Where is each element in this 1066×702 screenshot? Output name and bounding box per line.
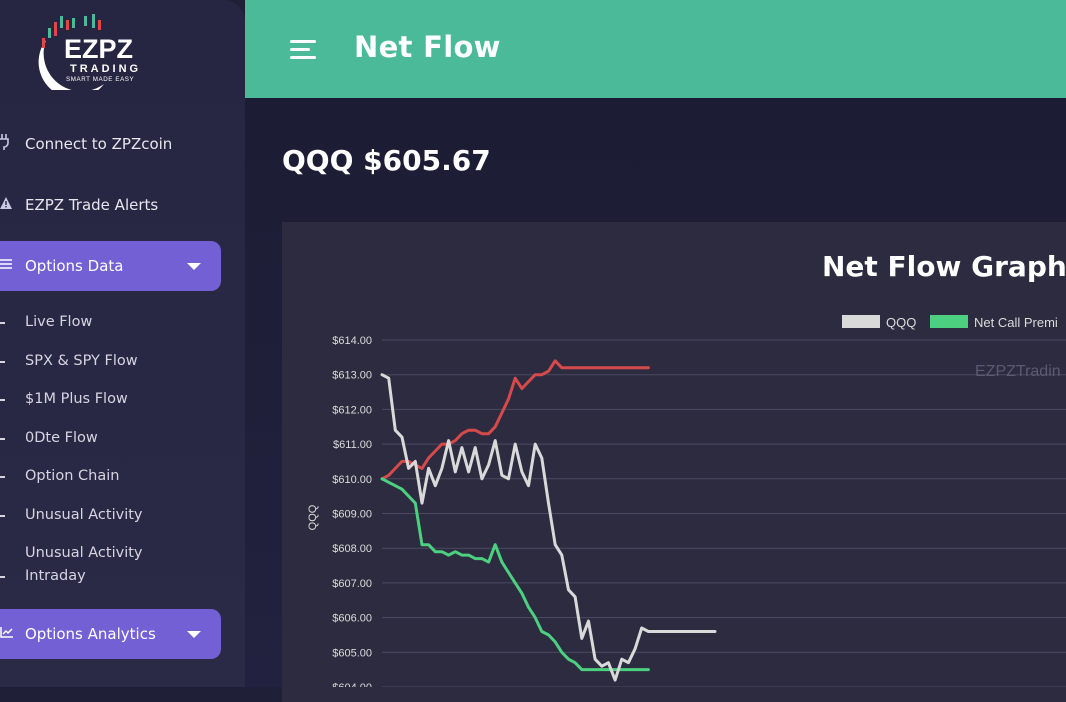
y-tick-label: $613.00 bbox=[332, 370, 372, 382]
y-tick-label: $605.00 bbox=[332, 647, 372, 659]
sidebar-item-connect-zpzcoin[interactable]: Connect to ZPZcoin bbox=[0, 119, 221, 169]
legend-label-net-call: Net Call Premi bbox=[974, 315, 1058, 330]
legend-swatch-qqq bbox=[842, 315, 880, 328]
sidebar-item-label: Connect to ZPZcoin bbox=[25, 135, 173, 153]
series-line-net-call bbox=[380, 477, 650, 672]
plug-icon bbox=[0, 134, 25, 154]
y-tick-label: $611.00 bbox=[333, 439, 372, 451]
chart-watermark: EZPZTradin bbox=[975, 363, 1061, 380]
ezpz-logo[interactable]: EZPZ TRADING SMART MADE EASY bbox=[34, 10, 164, 90]
logo-subtext: TRADING bbox=[70, 63, 141, 75]
net-flow-chart[interactable]: $614.00 $613.00 $612.00 $611.00 $610.00 $609.… bbox=[282, 222, 1066, 687]
series-line-red bbox=[380, 359, 650, 481]
sidebar-item-options-data[interactable]: Options Data bbox=[0, 241, 221, 291]
sidebar-item-trade-alerts[interactable]: EZPZ Trade Alerts bbox=[0, 180, 221, 230]
sidebar-item-label: EZPZ Trade Alerts bbox=[25, 196, 159, 214]
y-tick-label: $612.00 bbox=[332, 404, 372, 416]
sub-item-unusual-activity-intraday[interactable]: Unusual Activity Intraday bbox=[0, 545, 143, 584]
list-icon bbox=[0, 258, 25, 274]
top-header: Net Flow bbox=[245, 0, 1066, 98]
y-tick-label: $606.00 bbox=[332, 613, 372, 625]
chevron-down-icon bbox=[187, 263, 201, 270]
warning-icon bbox=[0, 196, 25, 214]
logo-tagline: SMART MADE EASY bbox=[66, 76, 134, 83]
sidebar-item-label: Options Data bbox=[25, 257, 124, 275]
sidebar-item-label: Options Analytics bbox=[25, 625, 156, 643]
y-tick-label: $609.00 bbox=[332, 509, 372, 521]
legend-swatch-net-call bbox=[930, 315, 968, 328]
sidebar: EZPZ TRADING SMART MADE EASY Connect to … bbox=[0, 0, 245, 687]
y-tick-label: $614.00 bbox=[332, 335, 372, 347]
legend-label-qqq: QQQ bbox=[886, 315, 916, 330]
page-title: Net Flow bbox=[354, 30, 501, 64]
y-tick-label: $610.00 bbox=[332, 474, 372, 486]
logo-text: EZPZ bbox=[64, 34, 133, 64]
chart-line-icon bbox=[0, 626, 25, 642]
hamburger-menu-icon[interactable] bbox=[290, 40, 318, 64]
series-line-qqq bbox=[380, 373, 717, 682]
y-tick-label: $607.00 bbox=[332, 578, 372, 590]
main-content: QQQ $605.67 Net Flow Graph $614.00 $613.0… bbox=[245, 98, 1066, 702]
y-axis-label: QQQ bbox=[307, 504, 319, 530]
ticker-price: QQQ $605.67 bbox=[282, 144, 491, 177]
y-tick-label: $608.00 bbox=[332, 543, 372, 555]
chevron-down-icon bbox=[187, 631, 201, 638]
chart-title: Net Flow Graph bbox=[822, 250, 1066, 283]
y-tick-label: $604.00 bbox=[332, 682, 372, 687]
net-flow-chart-card: Net Flow Graph $614.00 $613.00 $612.00 $611… bbox=[282, 222, 1066, 702]
sidebar-item-options-analytics[interactable]: Options Analytics bbox=[0, 609, 221, 659]
